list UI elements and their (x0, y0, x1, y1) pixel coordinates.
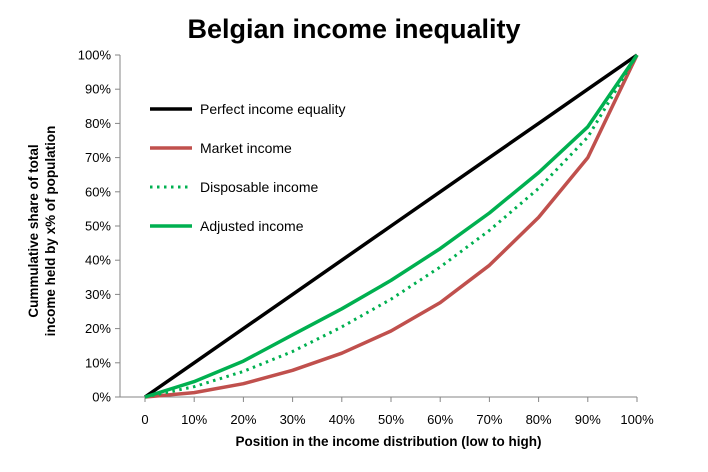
y-tick-label: 20% (85, 321, 111, 336)
x-tick-label: 10% (181, 412, 207, 427)
legend-label: Perfect income equality (200, 101, 346, 117)
y-tick-label: 60% (85, 184, 111, 199)
y-tick-label: 50% (85, 219, 111, 234)
series-line-market-income (144, 54, 639, 399)
y-axis-title-line: income held by x% of population (43, 126, 58, 337)
x-tick-label: 60% (427, 412, 453, 427)
legend-label: Disposable income (200, 179, 318, 195)
y-tick-label: 80% (85, 116, 111, 131)
x-tick-label: 90% (575, 412, 601, 427)
x-tick-label: 100% (620, 412, 654, 427)
y-tick-label: 90% (85, 82, 111, 97)
legend-label: Adjusted income (200, 218, 304, 234)
x-tick-label: 40% (329, 412, 355, 427)
chart-title: Belgian income inequality (187, 14, 521, 44)
y-tick-label: 10% (85, 355, 111, 370)
x-axis-title: Position in the income distribution (low… (236, 434, 542, 449)
legend-label: Market income (200, 140, 292, 156)
x-tick-label: 30% (280, 412, 306, 427)
x-tick-label: 70% (476, 412, 502, 427)
x-tick-label: 50% (378, 412, 404, 427)
y-tick-label: 70% (85, 150, 111, 165)
x-tick-label: 20% (230, 412, 256, 427)
y-tick-label: 0% (92, 390, 111, 405)
y-tick-label: 40% (85, 253, 111, 268)
y-tick-label: 100% (78, 48, 112, 63)
series-line-adjusted-income (144, 54, 639, 399)
y-axis-title-line: Cummulative share of total (26, 144, 41, 317)
y-axis-title: Cummulative share of total income held by… (26, 126, 58, 337)
series-line-disposable-income (144, 54, 639, 399)
x-tick-label: 80% (526, 412, 552, 427)
y-tick-label: 30% (85, 287, 111, 302)
series-line-perfect-income-equality (144, 53, 638, 399)
x-tick-label: 0 (141, 412, 148, 427)
